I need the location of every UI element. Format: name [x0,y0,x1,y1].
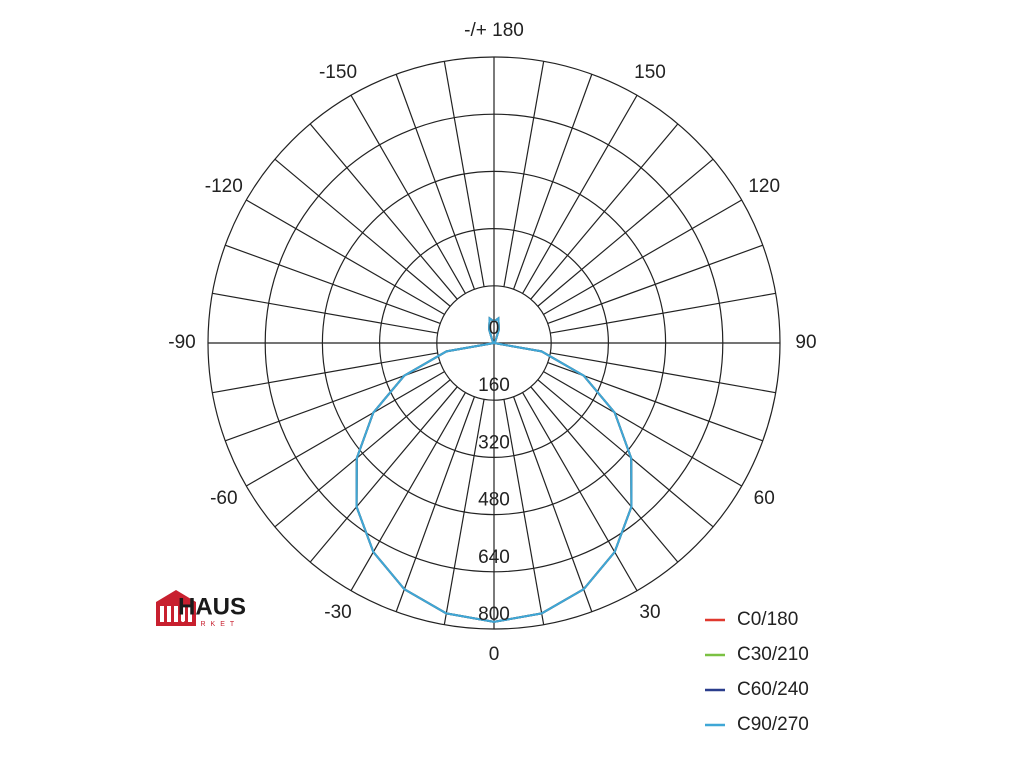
grid [207,56,781,630]
theta-tick-label: -60 [210,488,237,509]
spoke [212,292,438,334]
spoke [522,95,638,294]
spoke [537,158,714,307]
spoke [309,386,458,563]
theta-tick-label: 90 [795,332,816,353]
theta-tick-label: 60 [754,488,775,509]
theta-tick-label: -120 [205,176,243,197]
spoke [443,61,485,287]
r-tick-label: 0 [489,318,500,339]
spoke [512,74,593,290]
spoke [350,95,466,294]
spoke [309,123,458,300]
spoke [395,396,476,612]
legend-label: C60/240 [737,679,809,700]
spoke [503,61,545,287]
logo-subtext: MARKET [180,621,239,628]
spoke [547,244,763,325]
spoke [395,74,476,290]
spoke [350,392,466,591]
spoke [522,392,638,591]
r-tick-label: 480 [478,490,510,511]
legend-label: C0/180 [737,609,798,630]
logo-windows [160,606,192,622]
logo: HAUS MARKET [156,590,246,628]
theta-tick-label: 120 [748,176,780,197]
spoke [274,158,451,307]
logo-text: HAUS [178,593,246,620]
theta-tick-label: -150 [319,62,357,83]
spoke [537,379,714,528]
legend-label: C90/270 [737,714,809,735]
spoke [550,352,776,394]
r-tick-label: 800 [478,604,510,625]
theta-tick-label: -90 [168,332,195,353]
theta-tick-label: 30 [639,602,660,623]
spoke [543,199,742,315]
spoke [550,292,776,334]
theta-tick-label: 150 [634,62,666,83]
spoke [246,199,445,315]
legend-label: C30/210 [737,644,809,665]
r-tick-label: 160 [478,375,510,396]
spoke [246,371,445,487]
spoke [225,244,441,325]
spoke [212,352,438,394]
spoke [512,396,593,612]
r-tick-label: 640 [478,547,510,568]
spoke [530,123,679,300]
theta-tick-label: -/+ 180 [464,20,524,41]
spoke [274,379,451,528]
spoke [530,386,679,563]
theta-tick-label: -30 [324,602,351,623]
spoke [443,399,485,625]
spoke [543,371,742,487]
theta-tick-label: 0 [489,644,500,665]
spoke [503,399,545,625]
r-tick-label: 320 [478,432,510,453]
series-line [355,316,633,623]
